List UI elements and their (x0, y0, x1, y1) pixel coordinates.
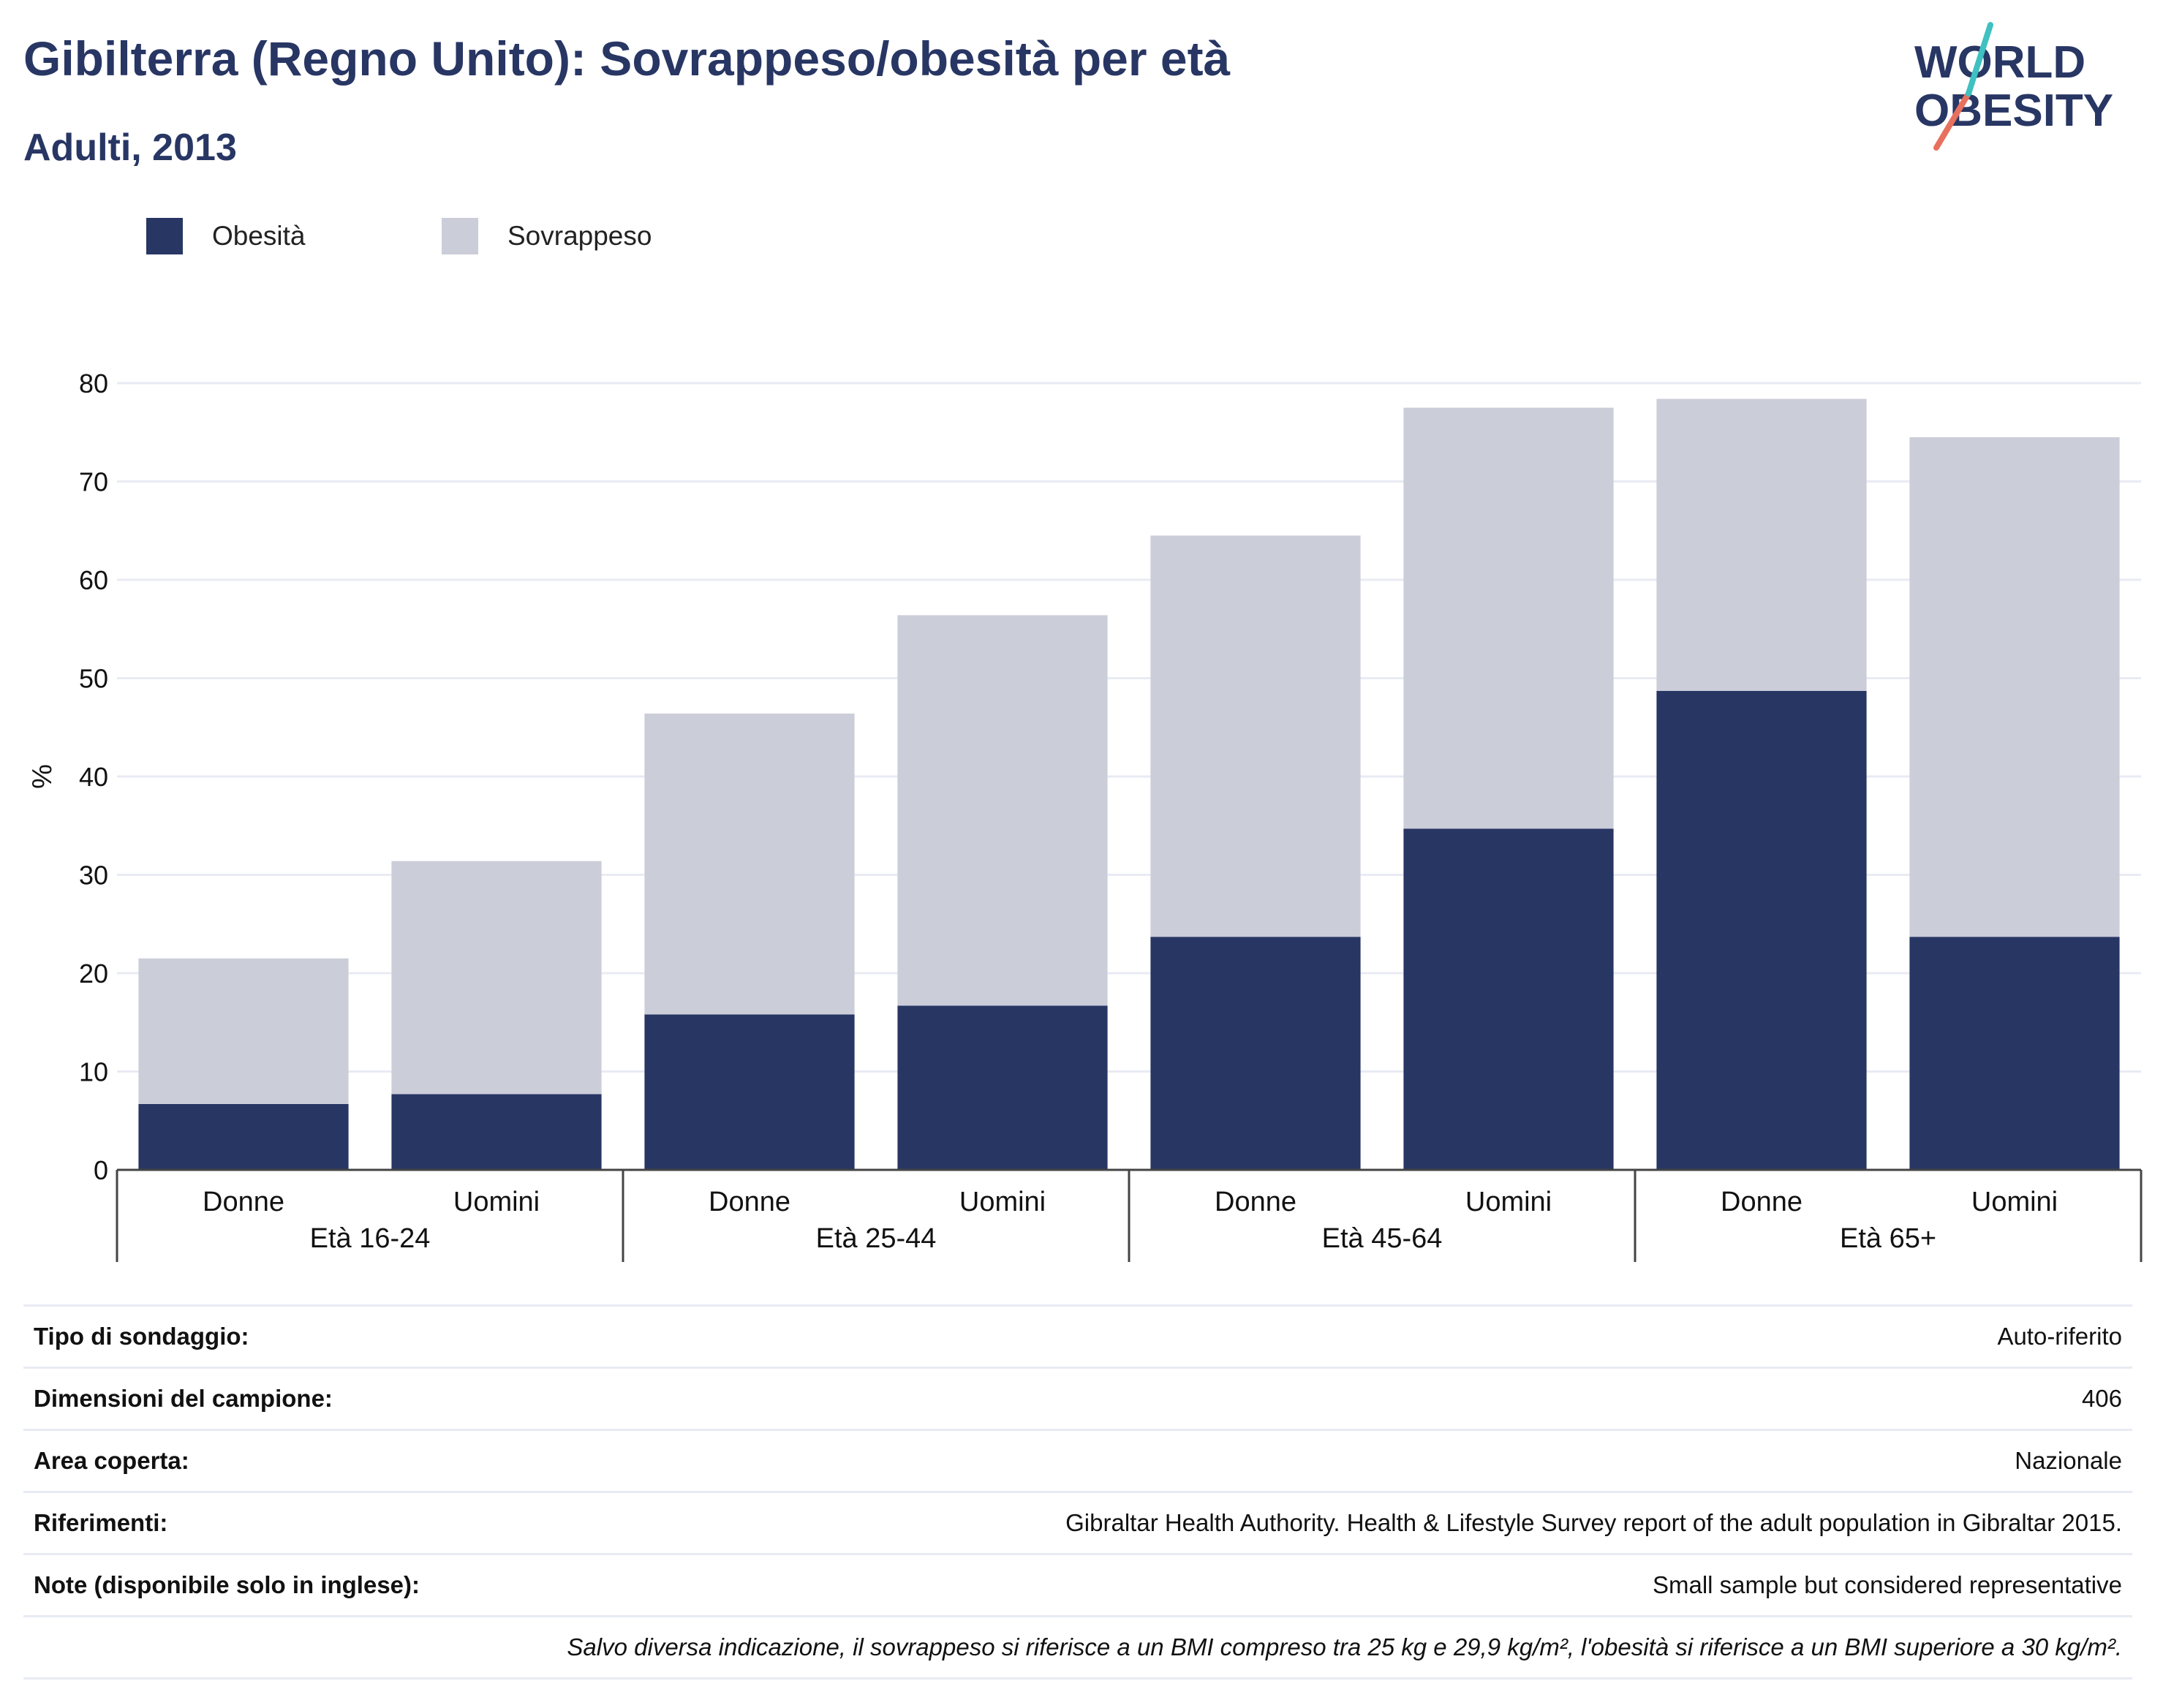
bar-sovrappeso (1403, 407, 1614, 829)
bar-obesita (1403, 828, 1614, 1170)
info-value: 406 (601, 1367, 2132, 1430)
x-category-label: Uomini (1465, 1187, 1552, 1217)
x-category-label: Donne (709, 1187, 790, 1217)
info-row: Note (disponibile solo in inglese): Smal… (23, 1553, 2132, 1617)
logo-accent-teal (1966, 22, 1993, 97)
x-category-label: Uomini (453, 1187, 540, 1217)
info-row: Area coperta: Nazionale (23, 1429, 2132, 1492)
world-obesity-logo: WORLD OBESITY (1914, 22, 2113, 151)
info-key: Tipo di sondaggio: (23, 1304, 602, 1368)
y-axis-label: % (27, 764, 58, 789)
bar-obesita (138, 1103, 349, 1170)
info-row: Riferimenti: Gibraltar Health Authority.… (23, 1491, 2132, 1554)
page-subtitle: Adulti, 2013 (23, 126, 237, 169)
x-group-label: Età 45-64 (1322, 1223, 1443, 1254)
legend-swatch-obesita (146, 218, 183, 254)
legend-swatch-sovrappeso (442, 218, 478, 254)
info-table: Tipo di sondaggio: Auto-riferito Dimensi… (23, 1304, 2132, 1679)
info-row: Dimensioni del campione: 406 (23, 1367, 2132, 1430)
x-category-label: Uomini (1971, 1187, 2058, 1217)
footnote-row: Salvo diversa indicazione, il sovrappeso… (23, 1615, 2132, 1679)
bar-obesita (644, 1014, 855, 1170)
legend-label-sovrappeso: Sovrappeso (507, 221, 652, 251)
info-key: Note (disponibile solo in inglese): (23, 1553, 602, 1617)
y-tick-label: 80 (79, 369, 108, 398)
legend-label-obesita: Obesità (212, 221, 306, 251)
y-tick-label: 30 (79, 861, 108, 891)
info-key: Riferimenti: (23, 1491, 602, 1554)
y-tick-label: 10 (79, 1057, 108, 1087)
y-tick-label: 40 (79, 762, 108, 792)
y-tick-label: 0 (94, 1155, 108, 1185)
y-tick-label: 70 (79, 467, 108, 497)
info-value: Nazionale (601, 1429, 2132, 1492)
bar-obesita (1656, 690, 1867, 1170)
bar-sovrappeso (897, 615, 1108, 1006)
info-value: Auto-riferito (601, 1304, 2132, 1368)
logo-accent-red (1933, 91, 1971, 151)
bar-obesita (1909, 937, 2120, 1170)
x-category-label: Donne (203, 1187, 284, 1217)
legend-item-sovrappeso: Sovrappeso (442, 218, 652, 254)
y-tick-label: 60 (79, 565, 108, 595)
x-category-label: Uomini (959, 1187, 1046, 1217)
bar-sovrappeso (391, 861, 602, 1095)
bar-sovrappeso (1909, 437, 2120, 937)
stacked-bar-chart: 0 10 20 30 40 50 60 70 80% Donne Uomini Donne Uomini… (27, 369, 2143, 1262)
x-category-label: Donne (1215, 1187, 1296, 1217)
footnote: Salvo diversa indicazione, il sovrappeso… (23, 1615, 2132, 1679)
x-group-label: Età 65+ (1840, 1223, 1936, 1254)
page-title: Gibilterra (Regno Unito): Sovrappeso/obe… (23, 31, 1231, 86)
info-value: Gibraltar Health Authority. Health & Lif… (601, 1491, 2132, 1554)
bar-sovrappeso (1656, 398, 1867, 691)
x-group-label: Età 25-44 (816, 1223, 937, 1254)
x-category-label: Donne (1721, 1187, 1802, 1217)
bar-obesita (1150, 937, 1361, 1170)
y-tick-label: 20 (79, 959, 108, 989)
bar-sovrappeso (1150, 535, 1361, 937)
logo-text-line1: WORLD (1914, 37, 2085, 88)
y-tick-label: 50 (79, 664, 108, 694)
bar-obesita (391, 1094, 602, 1170)
x-group-label: Età 16-24 (310, 1223, 431, 1254)
info-key: Dimensioni del campione: (23, 1367, 602, 1430)
legend-item-obesita: Obesità (146, 218, 306, 254)
info-key: Area coperta: (23, 1429, 602, 1492)
info-row: Tipo di sondaggio: Auto-riferito (23, 1304, 2132, 1368)
bar-sovrappeso (138, 958, 349, 1104)
info-value: Small sample but considered representati… (601, 1553, 2132, 1617)
bar-obesita (897, 1005, 1108, 1170)
bar-sovrappeso (644, 713, 855, 1015)
